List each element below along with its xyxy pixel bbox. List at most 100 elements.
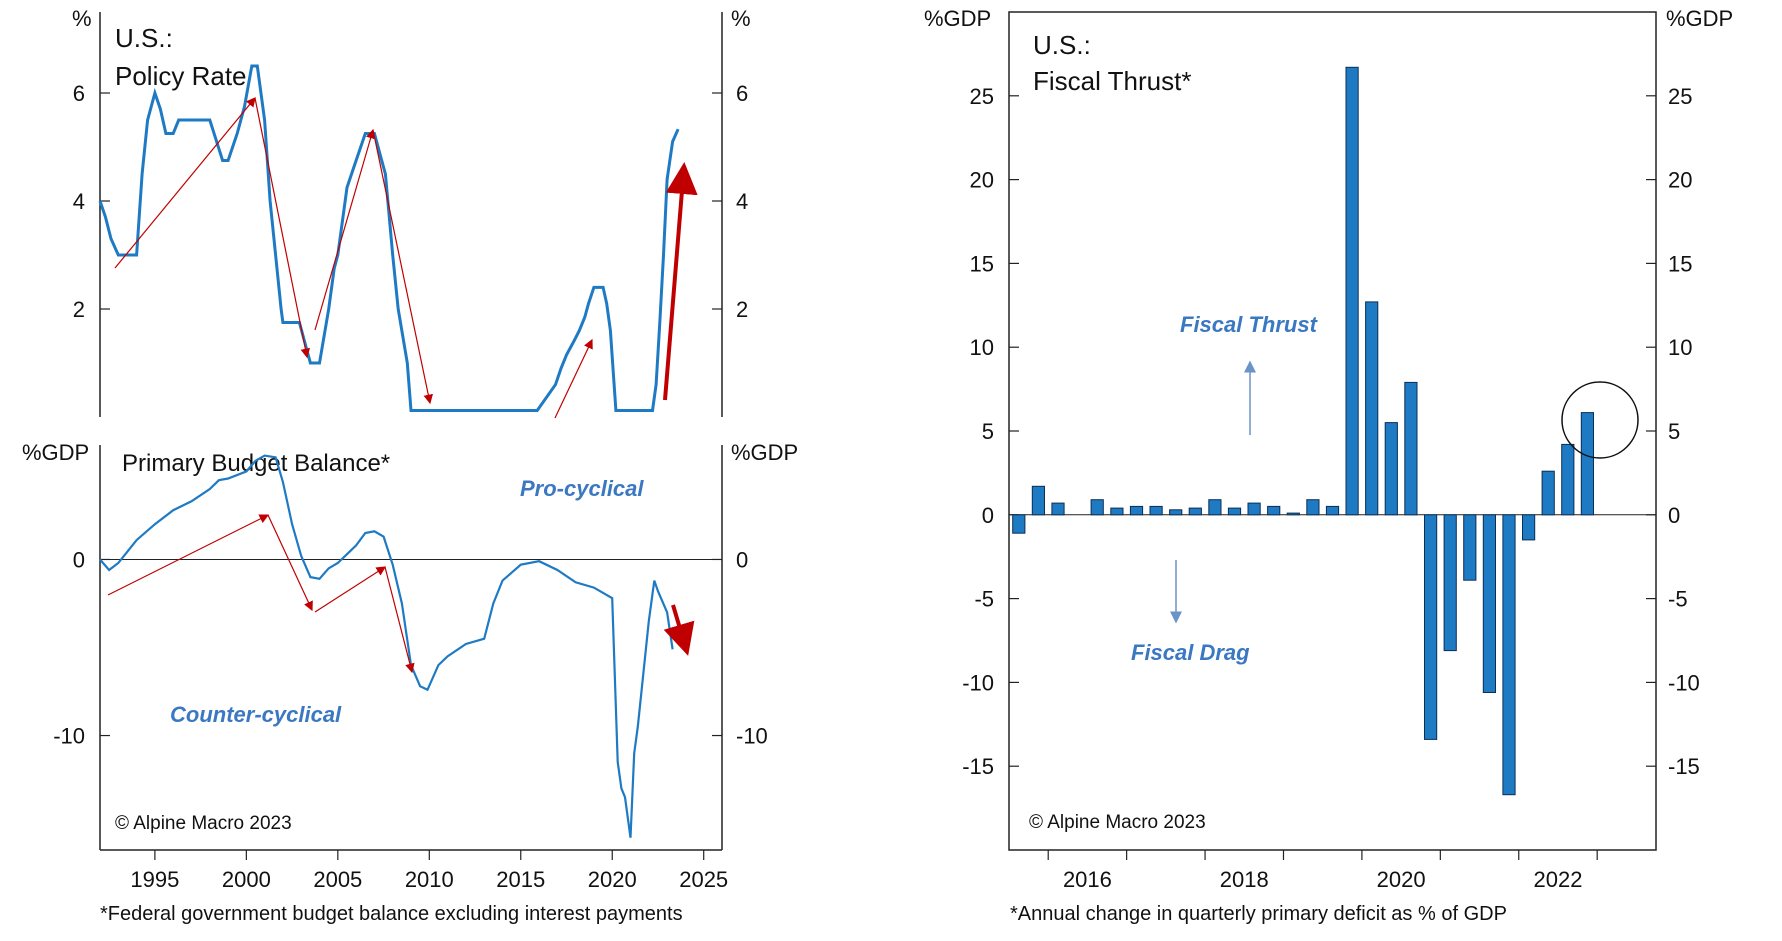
- fiscal-ylabel-right: %GDP: [1666, 6, 1733, 31]
- fiscal-bar: [1561, 443, 1575, 516]
- fiscal-bars: [1012, 66, 1595, 796]
- fiscal-ytick-label-left: -15: [962, 754, 994, 779]
- fiscal-bar: [1267, 505, 1281, 516]
- fiscal-thrust-label: Fiscal Thrust: [1180, 312, 1319, 337]
- fiscal-bar: [1463, 514, 1477, 581]
- fiscal-title: U.S.:: [1033, 30, 1091, 60]
- fiscal-bar: [1522, 514, 1536, 541]
- policy-ylabel-right: %: [731, 6, 751, 31]
- policy-ytick-label-left: 2: [73, 297, 85, 322]
- budget-arrow-up-1: [107, 514, 270, 596]
- fiscal-bar: [1286, 512, 1300, 516]
- fiscal-bar: [1169, 509, 1183, 516]
- fiscal-ytick-label-left: 25: [970, 84, 994, 109]
- fiscal-ytick-label-right: 5: [1668, 419, 1680, 444]
- fiscal-bar: [1227, 507, 1242, 516]
- fiscal-ytick-label-right: 25: [1668, 84, 1692, 109]
- cycle-arrow-down-2: [372, 129, 433, 405]
- fiscal-bar: [1012, 514, 1026, 534]
- right-footnote: *Annual change in quarterly primary defi…: [1010, 903, 1507, 925]
- fiscal-ytick-label-right: -5: [1668, 587, 1688, 612]
- fiscal-bar: [1090, 499, 1104, 516]
- budget-balance-panel: %GDP %GDP Primary Budget Balance* 0 0 -10 -…: [22, 440, 798, 925]
- policy-cycle-arrows: [114, 97, 698, 419]
- budget-ytick-label-right: -10: [736, 724, 768, 749]
- fiscal-bar: [1482, 514, 1497, 693]
- fiscal-ytick-label-right: 0: [1668, 503, 1680, 528]
- fiscal-ylabel-left: %GDP: [924, 6, 991, 31]
- cycle-arrow-down-1: [254, 97, 311, 359]
- budget-ytick-label-right: 0: [736, 547, 748, 572]
- fiscal-xtick-label: 2020: [1377, 867, 1426, 892]
- fiscal-ytick-label-left: -5: [974, 587, 994, 612]
- fiscal-subtitle: Fiscal Thrust*: [1033, 66, 1191, 96]
- fiscal-bar: [1325, 505, 1340, 516]
- fiscal-bar: [1580, 412, 1595, 516]
- fiscal-bar: [1208, 499, 1222, 516]
- left-xtick-label: 2020: [588, 867, 637, 892]
- policy-yticks: 2 2 4 4 6 6: [73, 81, 749, 322]
- fiscal-bar: [1149, 505, 1163, 516]
- budget-ytick-label-left: -10: [53, 724, 85, 749]
- fiscal-bar: [1031, 485, 1046, 516]
- budget-title: Primary Budget Balance*: [122, 450, 390, 477]
- fiscal-bar: [1541, 470, 1555, 516]
- policy-ytick-label-left: 6: [73, 81, 85, 106]
- policy-ytick-label-right: 4: [736, 189, 748, 214]
- fiscal-ytick-label-right: -15: [1668, 754, 1700, 779]
- policy-ytick-label-left: 4: [73, 189, 85, 214]
- fiscal-ytick-label-left: 15: [970, 251, 994, 276]
- fiscal-ytick-label-right: 15: [1668, 251, 1692, 276]
- fiscal-ytick-label-left: 20: [970, 168, 994, 193]
- counter-cyclical-label: Counter-cyclical: [170, 702, 342, 727]
- fiscal-ytick-label-left: 0: [982, 503, 994, 528]
- fiscal-bar: [1365, 301, 1379, 516]
- fiscal-bar: [1110, 507, 1124, 516]
- budget-yticks: 0 0 -10 -10: [53, 547, 768, 748]
- cycle-arrow-up-1: [114, 97, 256, 269]
- policy-ytick-label-right: 2: [736, 297, 748, 322]
- budget-ylabel-left: %GDP: [22, 440, 89, 465]
- fiscal-ytick-label-left: -10: [962, 670, 994, 695]
- fiscal-ytick-label-left: 10: [970, 335, 994, 360]
- cycle-arrow-up-2: [314, 128, 376, 331]
- right-copyright: © Alpine Macro 2023: [1029, 812, 1206, 833]
- fiscal-bar: [1247, 502, 1261, 516]
- fiscal-bar: [1188, 507, 1202, 516]
- fiscal-yticks: -15 -15 -10 -10 -5 -5 0 0 5 5 10 10 15 15 20 20 25 25: [962, 84, 1700, 779]
- budget-ylabel-right: %GDP: [731, 440, 798, 465]
- fiscal-ytick-label-left: 5: [982, 419, 994, 444]
- budget-balance-line: [99, 454, 674, 838]
- fiscal-bar: [1384, 422, 1398, 516]
- policy-rate-line: [98, 64, 680, 412]
- budget-arrow-up-2: [314, 566, 387, 613]
- budget-arrow-down-2: [384, 566, 415, 674]
- cycle-arrow-hike-2022: [663, 162, 698, 401]
- budget-arrow-down-1: [267, 514, 313, 612]
- left-xtick-label: 2025: [679, 867, 728, 892]
- policy-rate-panel: % % U.S.: Policy Rate 2 2 4 4 6 6: [72, 6, 751, 419]
- fiscal-bar: [1129, 505, 1144, 516]
- policy-subtitle: Policy Rate: [115, 61, 247, 91]
- fiscal-xtick-label: 2016: [1063, 867, 1112, 892]
- budget-cycle-arrows: [107, 514, 695, 674]
- fiscal-bar: [1404, 381, 1418, 516]
- fiscal-ytick-label-right: 20: [1668, 168, 1692, 193]
- left-xtick-label: 2010: [405, 867, 454, 892]
- policy-title: U.S.:: [115, 23, 173, 53]
- fiscal-plot-frame: [1008, 11, 1657, 851]
- fiscal-xticks: 2016 2018 2020 2022: [1047, 850, 1598, 892]
- fiscal-xtick-label: 2022: [1533, 867, 1582, 892]
- fiscal-bar: [1051, 502, 1065, 516]
- fiscal-ytick-label-right: -10: [1668, 670, 1700, 695]
- recent-thrust-circle: [1561, 381, 1639, 459]
- cycle-arrow-up-3: [554, 338, 593, 419]
- budget-ytick-label-left: 0: [73, 547, 85, 572]
- fiscal-bar: [1306, 499, 1320, 516]
- fiscal-ytick-label-right: 10: [1668, 335, 1692, 360]
- left-copyright: © Alpine Macro 2023: [115, 813, 292, 834]
- fiscal-bar: [1502, 514, 1516, 796]
- left-xtick-label: 1995: [130, 867, 179, 892]
